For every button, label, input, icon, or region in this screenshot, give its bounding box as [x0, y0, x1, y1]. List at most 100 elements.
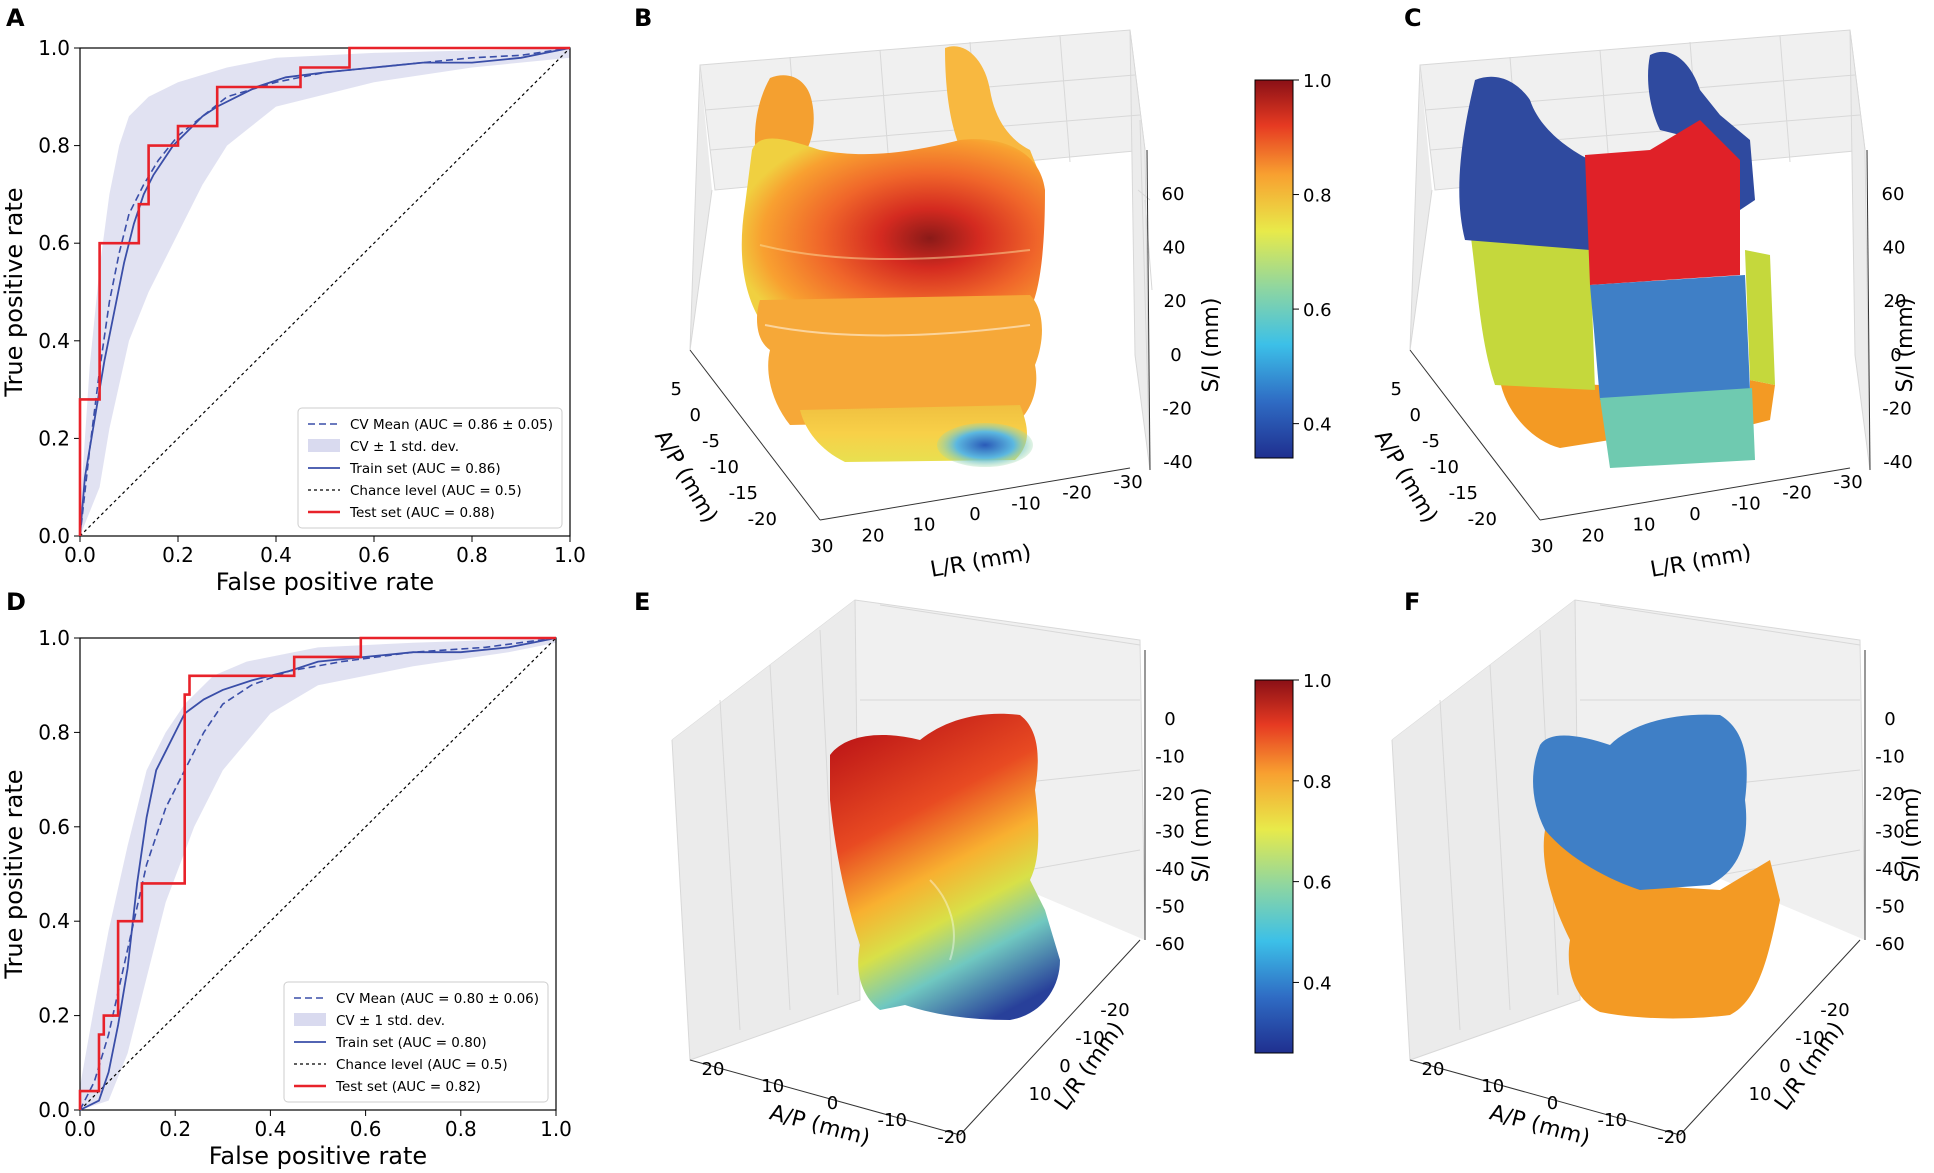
panel-b-ap-tick: 5: [671, 379, 682, 400]
panel-f-axes: [1409, 650, 1866, 1136]
panel-e-z-tick: -30: [1155, 822, 1184, 843]
segment-orange: [1500, 380, 1610, 448]
y-tick-label: 0.6: [38, 815, 70, 839]
y-axis-label: True positive rate: [0, 769, 28, 979]
panel-b-z-tick: 20: [1164, 291, 1187, 312]
panel-b-z-tick: 40: [1163, 238, 1186, 259]
panel-e-ap-axis-title: A/P (mm): [767, 1100, 873, 1151]
panel-letter-d: D: [6, 588, 26, 616]
panel-e-z-tick: -50: [1155, 897, 1184, 918]
legend-entry: Train set (AUC = 0.80): [335, 1035, 487, 1051]
panel-e-ap-tick: 0: [827, 1093, 838, 1114]
panel-b-axes: [689, 149, 1151, 521]
std-dev-band: [80, 638, 556, 1110]
colorbar-tick-label: 0.6: [1303, 300, 1332, 321]
y-tick-label: 0.8: [38, 720, 70, 744]
x-tick-label: 0.4: [260, 543, 292, 567]
colorbar-tick-label: 0.4: [1303, 973, 1332, 994]
panel-c-lr-tick: 10: [1633, 515, 1656, 536]
series-line-train: [79, 47, 571, 537]
panel-c-ap-tick: -20: [1468, 509, 1497, 530]
colorbar-tick-label: 0.6: [1303, 873, 1332, 894]
panel-b-ap-tick: -10: [710, 457, 739, 478]
panel-f-ap-tick: 10: [1481, 1076, 1504, 1097]
legend-entry: Chance level (AUC = 0.5): [350, 483, 522, 499]
panel-f-z-tick: -50: [1875, 897, 1904, 918]
panel-c-3d-plot: [1409, 29, 1871, 521]
panel-e-z-tick: -60: [1155, 934, 1184, 955]
panel-b-z-axis-title: S/I (mm): [1199, 298, 1224, 393]
x-tick-label: 1.0: [554, 543, 586, 567]
panel-b-z-tick: 0: [1170, 345, 1181, 366]
panel-c-lr-tick: 30: [1531, 536, 1554, 557]
panel-b-lr-axis-title: L/R (mm): [928, 540, 1033, 582]
panel-b-ap-tick: -20: [748, 509, 777, 530]
panel-f-z-tick: -40: [1875, 859, 1904, 880]
panel-e-ap-tick: 10: [761, 1076, 784, 1097]
panel-e-ap-tick: -10: [878, 1110, 907, 1131]
roc-chart-a: 0.00.0 0.2 0.2 0.4 0.4 0.6 0.6 0.8 0.8 1.0 1.0 Fals…: [0, 36, 586, 596]
x-tick-label: 1.0: [540, 1117, 572, 1141]
y-tick-label: 0.0: [38, 1098, 70, 1122]
panel-f-z-tick: -60: [1875, 934, 1904, 955]
legend-box: [297, 407, 563, 529]
panel-c-z-tick: 0: [1890, 345, 1901, 366]
panel-e-z-tick: -20: [1155, 784, 1184, 805]
colorbar-tick-label: 0.8: [1303, 772, 1332, 793]
panel-f-lr-tick: -20: [1820, 1000, 1849, 1021]
panel-b-blue-region: [937, 423, 1033, 467]
colorbar-tick-label: 1.0: [1303, 71, 1332, 92]
panel-c-ap-tick: -15: [1449, 483, 1478, 504]
legend-entry: Test set (AUC = 0.88): [349, 505, 495, 521]
panel-f-lr-tick: 0: [1779, 1056, 1790, 1077]
panel-e-axes: [689, 650, 1146, 1136]
panel-e-ap-tick: -20: [937, 1127, 966, 1148]
panel-e-z-tick: -10: [1155, 747, 1184, 768]
x-axis-label: False positive rate: [216, 568, 434, 596]
panel-b-lr-tick: 10: [913, 515, 936, 536]
roc-chart-d: 0.00.0 0.2 0.2 0.4 0.4 0.6 0.6 0.8 0.8 1.0 1.0 Fals…: [0, 626, 572, 1170]
panel-e-lr-tick: -20: [1100, 1000, 1129, 1021]
y-tick-label: 1.0: [38, 626, 70, 650]
y-tick-label: 0.4: [38, 329, 70, 353]
legend-entry: CV ± 1 std. dev.: [336, 1013, 445, 1029]
y-tick-label: 0.0: [38, 524, 70, 548]
legend-entry: CV Mean (AUC = 0.86 ± 0.05): [350, 417, 553, 433]
panel-b-lr-tick: 0: [969, 504, 980, 525]
x-tick-label: 0.0: [64, 543, 96, 567]
x-tick-label: 0.4: [254, 1117, 286, 1141]
panel-letter-e: E: [634, 588, 650, 616]
panel-f-segments: [1533, 714, 1780, 1019]
panel-b-point-cloud: [741, 46, 1045, 467]
panel-b-ap-tick: -5: [702, 431, 720, 452]
panel-e-lr-tick: 0: [1059, 1056, 1070, 1077]
panel-e-z-tick: -40: [1155, 859, 1184, 880]
segment-orange-f: [1543, 830, 1780, 1019]
legend-swatch-band: [294, 1013, 326, 1026]
x-tick-label: 0.6: [350, 1117, 382, 1141]
y-tick-label: 0.4: [38, 909, 70, 933]
panel-c-lr-tick: -30: [1833, 472, 1862, 493]
panel-e-z-tick: 0: [1164, 709, 1175, 730]
segment-lime-right: [1745, 250, 1775, 385]
panel-f-z-tick: -10: [1875, 747, 1904, 768]
segment-teal: [1600, 388, 1755, 468]
legend-entry: Train set (AUC = 0.86): [349, 461, 501, 477]
segment-steel-f: [1533, 714, 1747, 890]
panel-f-z-tick: -30: [1875, 822, 1904, 843]
panel-f-ap-axis-title: A/P (mm): [1487, 1100, 1593, 1151]
panel-c-ap-tick: 5: [1391, 379, 1402, 400]
x-tick-label: 0.0: [64, 1117, 96, 1141]
panel-b-ap-tick: -15: [729, 483, 758, 504]
panel-letter-f: F: [1404, 588, 1420, 616]
panel-b-middle-body: [757, 295, 1042, 425]
legend-box: [283, 981, 549, 1103]
panel-f-lr-tick: 10: [1749, 1084, 1772, 1105]
panel-b-lr-tick: -30: [1113, 472, 1142, 493]
panel-c-lr-axis-title: L/R (mm): [1648, 540, 1753, 582]
panel-c-z-axis-title: S/I (mm): [1893, 298, 1918, 393]
series-line-chance: [79, 47, 571, 537]
legend-entry: Test set (AUC = 0.82): [335, 1079, 481, 1095]
panel-e-point-cloud: [830, 713, 1060, 1020]
panel-f-ap-tick: 0: [1547, 1093, 1558, 1114]
